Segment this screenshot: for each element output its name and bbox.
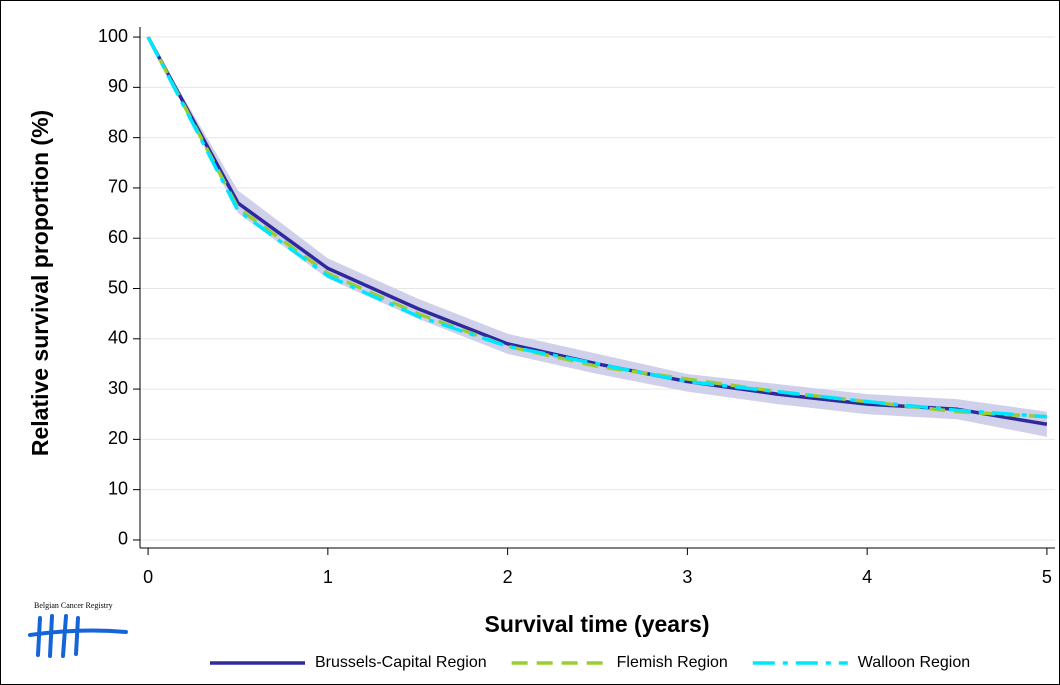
logo: Belgian Cancer Registry xyxy=(28,601,128,658)
logo-mark xyxy=(28,614,128,658)
y-tick-label: 70 xyxy=(108,177,128,197)
y-tick-label: 0 xyxy=(118,529,128,549)
y-tick-label: 60 xyxy=(108,227,128,247)
y-tick-label: 30 xyxy=(108,378,128,398)
y-tick-label: 100 xyxy=(98,26,128,46)
y-tick-label: 40 xyxy=(108,328,128,348)
x-tick-label: 2 xyxy=(503,567,513,587)
logo-text: Belgian Cancer Registry xyxy=(34,601,113,610)
y-axis-title: Relative survival proportion (%) xyxy=(27,110,53,456)
y-tick-label: 50 xyxy=(108,277,128,297)
x-tick-label: 0 xyxy=(143,567,153,587)
y-tick-label: 90 xyxy=(108,76,128,96)
grid xyxy=(140,36,1055,541)
series-line xyxy=(146,36,1048,419)
y-tick-label: 10 xyxy=(108,478,128,498)
plot-area xyxy=(146,36,1048,437)
legend-label: Walloon Region xyxy=(858,654,970,671)
legend-label: Flemish Region xyxy=(617,654,728,671)
y-tick-label: 20 xyxy=(108,428,128,448)
legend-label: Brussels-Capital Region xyxy=(315,654,487,671)
x-tick-label: 4 xyxy=(862,567,872,587)
x-axis-title: Survival time (years) xyxy=(484,611,709,637)
y-tick-label: 80 xyxy=(108,126,128,146)
confidence-band xyxy=(148,37,1047,437)
x-tick-label: 3 xyxy=(682,567,692,587)
x-tick-label: 5 xyxy=(1042,567,1052,587)
legend: Brussels-Capital Region Flemish Region Wal… xyxy=(210,654,970,671)
x-tick-label: 1 xyxy=(323,567,333,587)
series-line xyxy=(146,36,1048,419)
